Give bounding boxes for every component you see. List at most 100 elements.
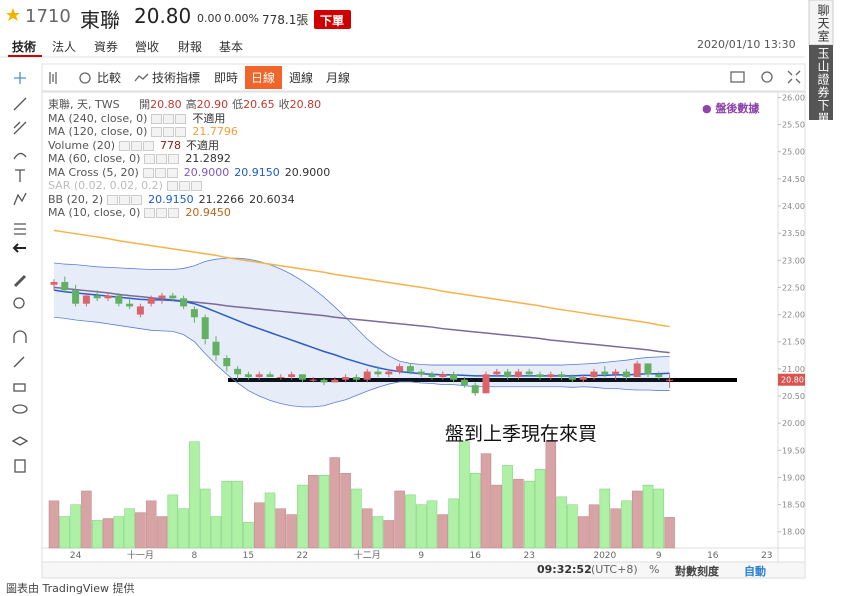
legend-control[interactable]: [119, 140, 130, 151]
chat-button[interactable]: 聊天室: [816, 4, 830, 43]
candle-body: [72, 290, 80, 304]
pitchfork-tool[interactable]: [13, 121, 27, 135]
interval[interactable]: 日線: [251, 71, 276, 85]
order-button[interactable]: 下單: [320, 14, 345, 28]
x-tick-label: 22: [297, 551, 308, 561]
x-tick-label: 23: [523, 551, 534, 561]
add-icon[interactable]: [79, 72, 91, 84]
visibility-tool[interactable]: [12, 404, 28, 414]
legend-control[interactable]: [190, 181, 202, 191]
candle-body: [482, 374, 490, 394]
legend-row: BB (20, 2) 20.9150 21.2266 20.6034: [48, 193, 330, 207]
legend-control[interactable]: [166, 181, 178, 191]
indicators-button[interactable]: 技術指標: [152, 71, 201, 85]
interval[interactable]: 即時: [214, 71, 239, 85]
legend-control[interactable]: [163, 113, 175, 124]
candle-body: [460, 379, 468, 386]
line-tool[interactable]: [13, 97, 27, 111]
legend-control[interactable]: [178, 181, 190, 191]
ohlc-key: 開: [139, 98, 151, 111]
candle-body: [61, 282, 69, 291]
candle-body: [82, 295, 90, 304]
legend-control[interactable]: [154, 167, 166, 178]
status-log[interactable]: 對數刻度: [675, 565, 719, 578]
legend-label: Volume (20): [48, 138, 115, 152]
y-tick-label: 24.00: [782, 202, 805, 211]
tab[interactable]: 法人: [52, 40, 77, 54]
legend-control[interactable]: [151, 127, 163, 137]
favorite-star[interactable]: [6, 8, 20, 21]
fullscreen-icon[interactable]: [787, 70, 801, 84]
legend-control[interactable]: [163, 127, 175, 137]
legend-row: MA Cross (5, 20) 20.9000 20.9150 20.9000: [48, 166, 330, 180]
legend-control[interactable]: [131, 140, 142, 151]
legend-control[interactable]: [151, 113, 163, 124]
legend-value: 21.7796: [192, 125, 238, 138]
compare-icon[interactable]: [49, 72, 57, 84]
crosshair-tool[interactable]: [14, 72, 26, 84]
candle-body: [450, 374, 458, 380]
volume-bar: [480, 453, 492, 549]
volume-bar: [81, 490, 92, 549]
order-button-bg-top[interactable]: [314, 10, 351, 29]
candle-body: [568, 377, 576, 380]
lock-drawing-tool[interactable]: [13, 356, 25, 368]
legend-control[interactable]: [166, 167, 178, 178]
zoom-tool[interactable]: [13, 297, 25, 309]
y-tick-label: 19.00: [782, 473, 805, 482]
after-hours[interactable]: ● 盤後數據: [702, 100, 759, 116]
compare-button[interactable]: 比較: [97, 71, 122, 85]
candle-body: [288, 374, 296, 377]
legend-row: Volume (20) 778 不適用: [48, 139, 330, 153]
candle-body: [590, 371, 598, 377]
broker-order-button[interactable]: 玉山證券下單: [816, 47, 830, 125]
brush-tool[interactable]: [13, 152, 27, 160]
y-tick-label: 22.50: [782, 283, 805, 292]
ohlc-key: 收: [278, 98, 290, 111]
fib-tool[interactable]: [14, 223, 26, 235]
interval[interactable]: 月線: [326, 71, 351, 85]
text-tool[interactable]: [15, 169, 25, 182]
tab[interactable]: 基本: [219, 40, 244, 54]
volume-bar: [243, 522, 254, 549]
legend-control[interactable]: [107, 194, 119, 205]
tab[interactable]: 資券: [94, 40, 119, 54]
volume-bar: [340, 473, 351, 549]
legend-control[interactable]: [168, 208, 180, 218]
legend-control[interactable]: [119, 194, 131, 205]
legend-control[interactable]: [144, 208, 156, 218]
status-percent[interactable]: %: [649, 563, 660, 576]
status-auto[interactable]: 自動: [744, 565, 766, 578]
price-change: 0.00: [197, 12, 222, 25]
legend-control[interactable]: [143, 140, 154, 151]
legend-row: SAR (0.02, 0.02, 0.2): [48, 179, 330, 193]
candle-body: [136, 306, 144, 315]
indicator-icon[interactable]: [134, 73, 149, 82]
interval[interactable]: 週線: [289, 71, 314, 85]
settings-icon[interactable]: [761, 71, 773, 83]
tab[interactable]: 營收: [135, 40, 160, 54]
layers-tool[interactable]: [11, 436, 29, 446]
volume-bar: [307, 474, 319, 549]
legend-control[interactable]: [168, 154, 180, 164]
tab[interactable]: 技術: [12, 40, 37, 54]
legend-control[interactable]: [144, 154, 156, 164]
legend-control[interactable]: [131, 194, 143, 205]
magnet-tool[interactable]: [13, 330, 27, 343]
camera-icon[interactable]: [730, 71, 745, 83]
x-tick-label: 9: [656, 551, 662, 561]
legend-control[interactable]: [156, 208, 168, 218]
trash-tool[interactable]: [14, 459, 26, 473]
legend-control[interactable]: [156, 154, 168, 164]
legend-control[interactable]: [175, 113, 187, 124]
legend-control[interactable]: [175, 127, 187, 137]
candle-body: [579, 377, 587, 380]
tab[interactable]: 財報: [178, 40, 203, 54]
pattern-tool[interactable]: [13, 192, 27, 206]
lock-tool[interactable]: [13, 383, 26, 392]
back-tool[interactable]: [12, 243, 26, 253]
order-button-bg[interactable]: [809, 45, 833, 120]
candle-body: [406, 366, 414, 372]
legend-control[interactable]: [142, 167, 154, 178]
ruler-tool[interactable]: [13, 274, 27, 288]
